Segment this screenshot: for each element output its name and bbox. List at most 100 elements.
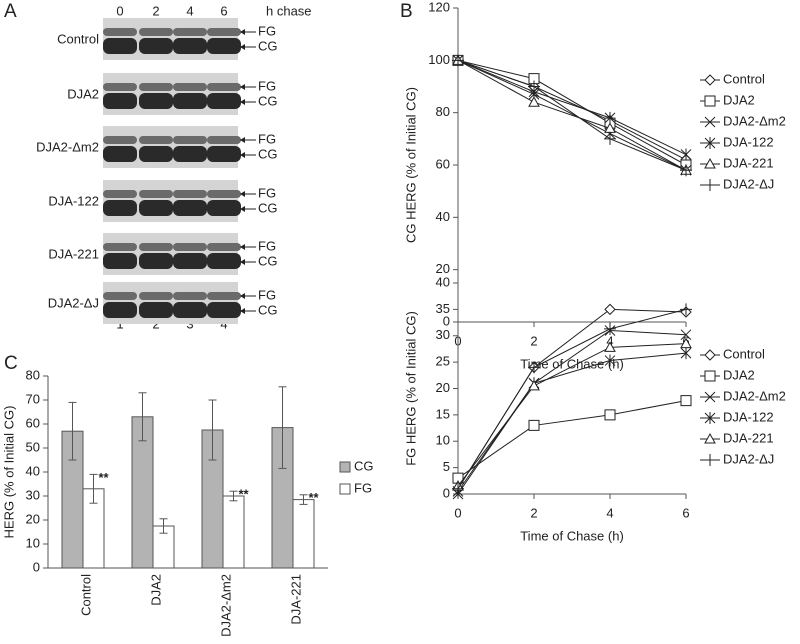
band — [103, 200, 137, 216]
band — [173, 146, 207, 162]
legend-marker — [704, 179, 716, 191]
lane-label: 6 — [220, 3, 227, 18]
band — [103, 302, 137, 318]
band — [139, 302, 173, 318]
y-tick-label: 120 — [428, 0, 450, 14]
x-axis-label: Time of Chase (h) — [520, 528, 624, 543]
legend-marker — [704, 137, 716, 149]
band — [207, 253, 241, 269]
band — [139, 136, 173, 144]
lane-label: 4 — [186, 3, 193, 18]
arrow-head — [240, 99, 245, 105]
legend-marker — [704, 370, 716, 382]
band — [173, 302, 207, 318]
unit-label: h chase — [266, 3, 312, 18]
marker — [528, 73, 540, 85]
y-tick-label: 100 — [428, 52, 450, 67]
bar — [222, 495, 245, 569]
x-tick-label: Control — [78, 574, 93, 616]
panel-label: B — [400, 1, 413, 22]
band — [173, 83, 207, 91]
marker — [680, 337, 692, 349]
marker — [528, 361, 540, 374]
legend-label: DJA2-ΔJ — [723, 176, 774, 191]
fg-label: FG — [258, 131, 276, 146]
y-tick-label: 50 — [26, 439, 40, 454]
legend-swatch — [339, 483, 351, 495]
band — [139, 93, 173, 109]
arrow-head — [240, 244, 245, 250]
y-tick-label: 15 — [436, 406, 450, 421]
error-bar — [138, 392, 147, 442]
line — [457, 59, 687, 155]
legend-label: DJA2-Δm2 — [723, 113, 786, 128]
cg-label: CG — [258, 38, 278, 53]
fg-label: FG — [258, 185, 276, 200]
marker — [528, 96, 540, 107]
y-tick-label: 0 — [443, 485, 450, 500]
band — [139, 38, 173, 54]
band — [103, 93, 137, 109]
band — [207, 302, 241, 318]
legend-label: CG — [354, 458, 374, 473]
legend-swatch — [339, 461, 351, 473]
legend-label: DJA-122 — [723, 134, 774, 149]
x-tick-label: 2 — [530, 333, 537, 348]
marker — [680, 148, 692, 161]
marker — [452, 482, 464, 495]
band — [103, 292, 137, 300]
band — [103, 28, 137, 36]
marker — [604, 132, 616, 145]
row-label: DJA2 — [67, 86, 99, 101]
y-tick-label: 40 — [436, 274, 450, 289]
y-tick-label: 40 — [436, 209, 450, 224]
legend-marker — [704, 95, 716, 107]
marker — [452, 54, 464, 67]
band — [173, 200, 207, 216]
legend-marker — [704, 412, 716, 424]
legend-label: DJA2 — [723, 92, 755, 107]
marker — [604, 122, 616, 133]
band — [103, 83, 137, 91]
band — [207, 190, 241, 198]
band — [173, 136, 207, 144]
cg-label: CG — [258, 200, 278, 215]
error-bar — [229, 490, 238, 502]
significance: ** — [308, 490, 319, 505]
arrow-head — [240, 84, 245, 90]
y-tick-label: 30 — [436, 327, 450, 342]
legend-label: DJA-221 — [723, 155, 774, 170]
line — [457, 329, 687, 495]
arrow-head — [240, 137, 245, 143]
lane-label: 0 — [116, 3, 123, 18]
arrow-head — [240, 259, 245, 265]
y-tick-label: 40 — [26, 463, 40, 478]
y-tick-label: 80 — [436, 104, 450, 119]
legend-marker — [704, 391, 716, 403]
band — [139, 243, 173, 251]
arrow-head — [240, 308, 245, 314]
marker — [680, 303, 692, 316]
y-tick-label: 0 — [33, 559, 40, 574]
y-tick-label: 30 — [26, 487, 40, 502]
legend-label: DJA-221 — [723, 430, 774, 445]
x-tick-label: DJA-221 — [288, 574, 303, 625]
marker — [680, 395, 692, 407]
marker — [604, 409, 616, 421]
row-label: Control — [57, 31, 99, 46]
line — [457, 400, 687, 479]
y-tick-label: 80 — [26, 367, 40, 382]
marker — [528, 419, 540, 431]
band — [173, 190, 207, 198]
row-label: DJA-221 — [48, 246, 99, 261]
band — [103, 38, 137, 54]
legend-label: Control — [723, 71, 765, 86]
legend-label: DJA2-Δm2 — [723, 388, 786, 403]
y-tick-label: 60 — [436, 156, 450, 171]
band — [207, 200, 241, 216]
band — [207, 93, 241, 109]
legend-marker — [704, 116, 716, 128]
marker — [452, 472, 464, 484]
band — [103, 146, 137, 162]
band — [103, 190, 137, 198]
